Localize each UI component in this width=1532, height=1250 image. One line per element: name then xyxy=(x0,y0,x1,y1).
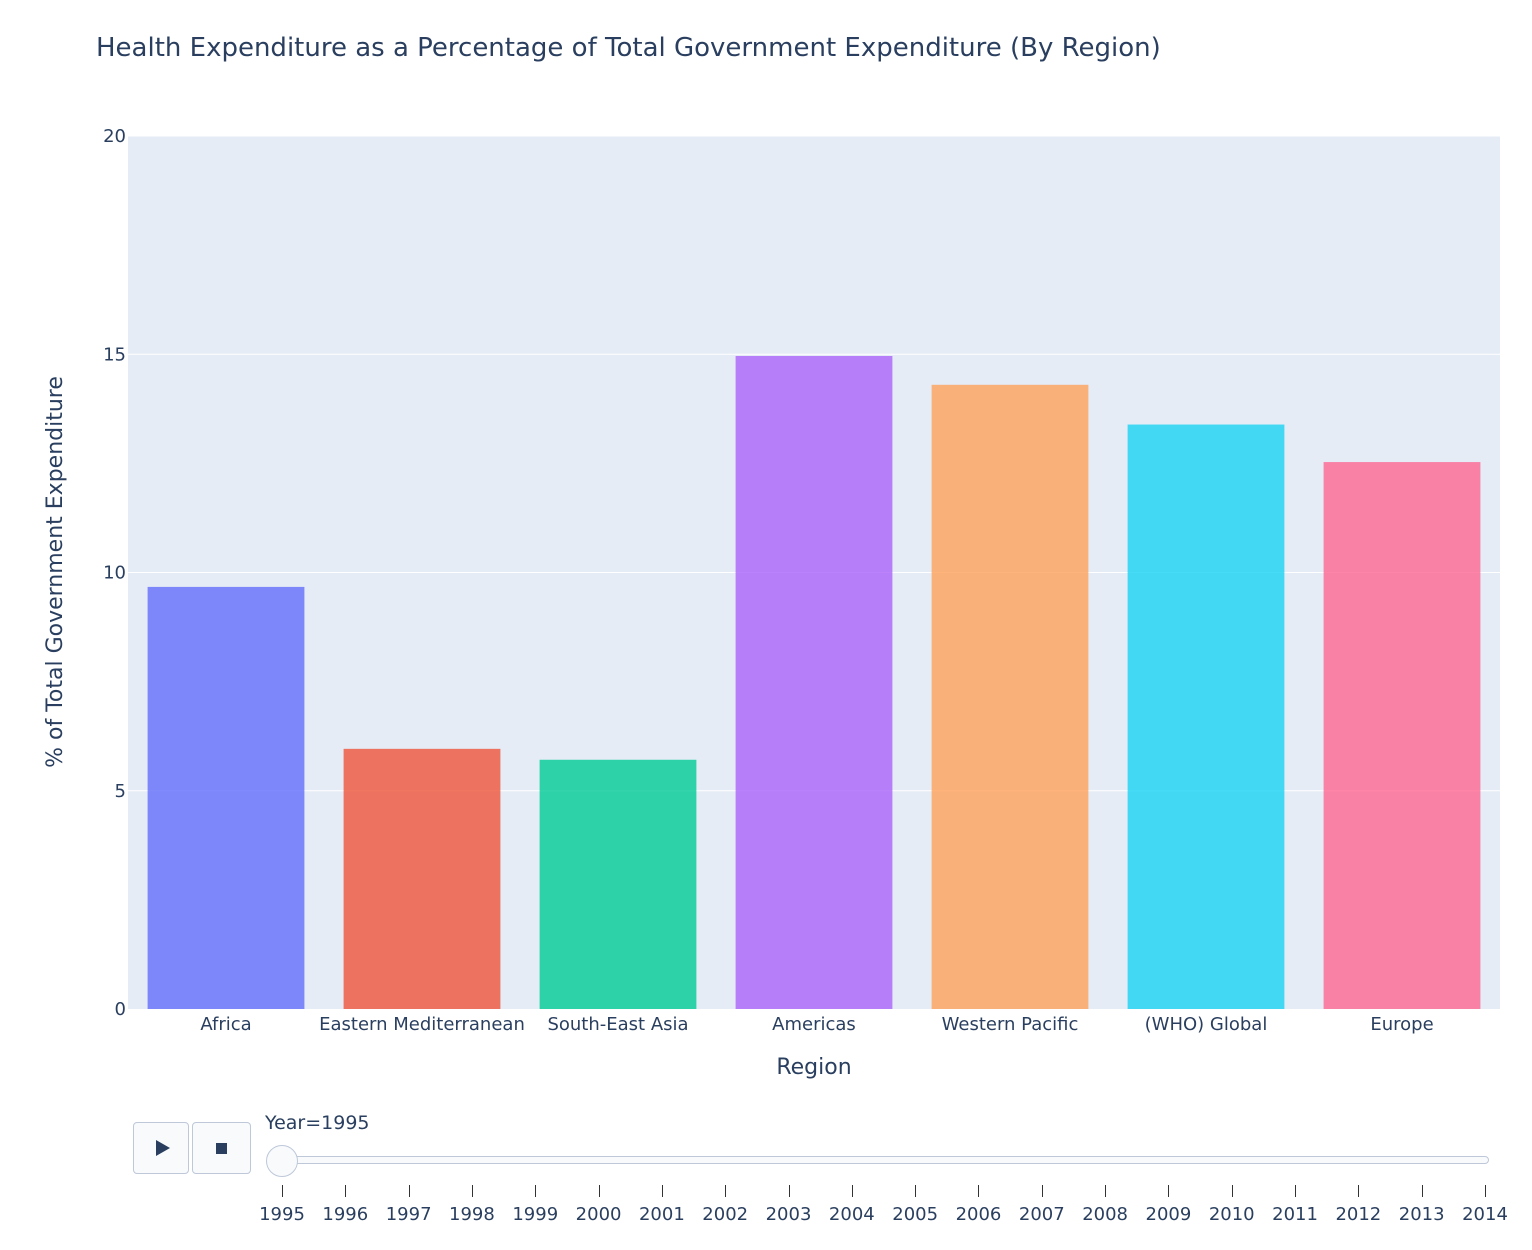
slider-current-year: 1995 xyxy=(321,1112,370,1134)
year-step-2007[interactable]: 2007 xyxy=(1018,1204,1065,1225)
year-step-1996[interactable]: 1996 xyxy=(322,1204,369,1225)
year-step-1999[interactable]: 1999 xyxy=(512,1204,559,1225)
year-tick xyxy=(1231,1185,1233,1197)
stop-button[interactable] xyxy=(192,1122,251,1174)
chart-title: Health Expenditure as a Percentage of To… xyxy=(96,33,1161,63)
year-tick xyxy=(1168,1185,1170,1197)
x-tick-label: Europe xyxy=(1370,1014,1433,1035)
year-tick xyxy=(1485,1185,1486,1197)
chart: Health Expenditure as a Percentage of To… xyxy=(43,33,1500,1080)
x-tick-label: South-East Asia xyxy=(547,1014,688,1035)
x-tick-label: Americas xyxy=(772,1014,856,1035)
bar-south-east-asia[interactable] xyxy=(539,759,697,1009)
x-tick-label: (WHO) Global xyxy=(1145,1014,1268,1035)
stop-icon xyxy=(216,1142,227,1154)
year-step-2004[interactable]: 2004 xyxy=(828,1204,875,1225)
x-tick-label: Africa xyxy=(200,1014,251,1035)
year-step-2005[interactable]: 2005 xyxy=(892,1204,939,1225)
year-step-2012[interactable]: 2012 xyxy=(1335,1204,1382,1225)
year-step-2001[interactable]: 2001 xyxy=(638,1204,685,1225)
year-tick xyxy=(788,1185,790,1197)
bar-europe[interactable] xyxy=(1323,462,1481,1009)
x-tick-labels: Africa Eastern Mediterranean South-East As… xyxy=(200,1014,1433,1035)
bar-eastern-mediterranean[interactable] xyxy=(343,748,501,1009)
slider-label-prefix: Year= xyxy=(265,1112,322,1134)
year-tick xyxy=(915,1185,917,1197)
bar-americas[interactable] xyxy=(735,355,893,1010)
year-step-1998[interactable]: 1998 xyxy=(449,1204,495,1225)
year-step-2009[interactable]: 2009 xyxy=(1145,1204,1192,1225)
x-tick-label: Eastern Mediterranean xyxy=(319,1014,525,1035)
year-step-2014[interactable]: 2014 xyxy=(1462,1204,1508,1225)
year-tick xyxy=(725,1185,727,1197)
year-step-2006[interactable]: 2006 xyxy=(955,1204,1002,1225)
year-tick xyxy=(471,1185,473,1197)
year-tick xyxy=(598,1185,600,1197)
year-step-2008[interactable]: 2008 xyxy=(1082,1204,1128,1225)
year-tick xyxy=(1358,1185,1360,1197)
year-step-1995[interactable]: 1995 xyxy=(259,1204,305,1225)
bar-who-global[interactable] xyxy=(1127,424,1285,1009)
year-tick xyxy=(661,1185,663,1197)
year-slider-rail[interactable] xyxy=(270,1156,1489,1164)
y-tick-label: 0 xyxy=(115,999,126,1020)
year-step-2003[interactable]: 2003 xyxy=(765,1204,812,1225)
slider-current-value: Year=1995 xyxy=(265,1112,370,1134)
play-button[interactable] xyxy=(133,1122,189,1174)
year-step-2013[interactable]: 2013 xyxy=(1398,1204,1445,1225)
year-tick xyxy=(978,1185,980,1197)
bar-africa[interactable] xyxy=(147,586,305,1009)
bars xyxy=(147,355,1481,1010)
y-tick-labels: 0 5 10 15 20 xyxy=(103,126,126,1020)
year-tick xyxy=(1421,1185,1423,1197)
x-tick-label: Western Pacific xyxy=(942,1014,1079,1035)
year-step-1997[interactable]: 1997 xyxy=(385,1204,432,1225)
year-tick xyxy=(1295,1185,1297,1197)
year-step-2010[interactable]: 2010 xyxy=(1208,1204,1255,1225)
y-tick-label: 20 xyxy=(103,126,126,147)
x-axis-title: Region xyxy=(776,1055,851,1080)
year-tick xyxy=(851,1185,853,1197)
year-slider-handle[interactable] xyxy=(266,1145,298,1177)
play-icon xyxy=(156,1140,170,1156)
year-tick xyxy=(1105,1185,1107,1197)
year-step-2011[interactable]: 2011 xyxy=(1272,1204,1318,1225)
y-axis-title: % of Total Government Expenditure xyxy=(43,376,68,768)
bar-western-pacific[interactable] xyxy=(931,384,1089,1009)
year-step-2000[interactable]: 2000 xyxy=(575,1204,622,1225)
year-tick xyxy=(535,1185,537,1197)
year-tick xyxy=(345,1185,347,1197)
y-tick-label: 10 xyxy=(103,563,126,584)
year-tick xyxy=(408,1185,410,1197)
y-tick-label: 5 xyxy=(115,781,126,802)
y-tick-label: 15 xyxy=(103,344,126,365)
year-step-2002[interactable]: 2002 xyxy=(702,1204,749,1225)
year-tick xyxy=(1041,1185,1043,1197)
year-tick xyxy=(282,1185,283,1197)
